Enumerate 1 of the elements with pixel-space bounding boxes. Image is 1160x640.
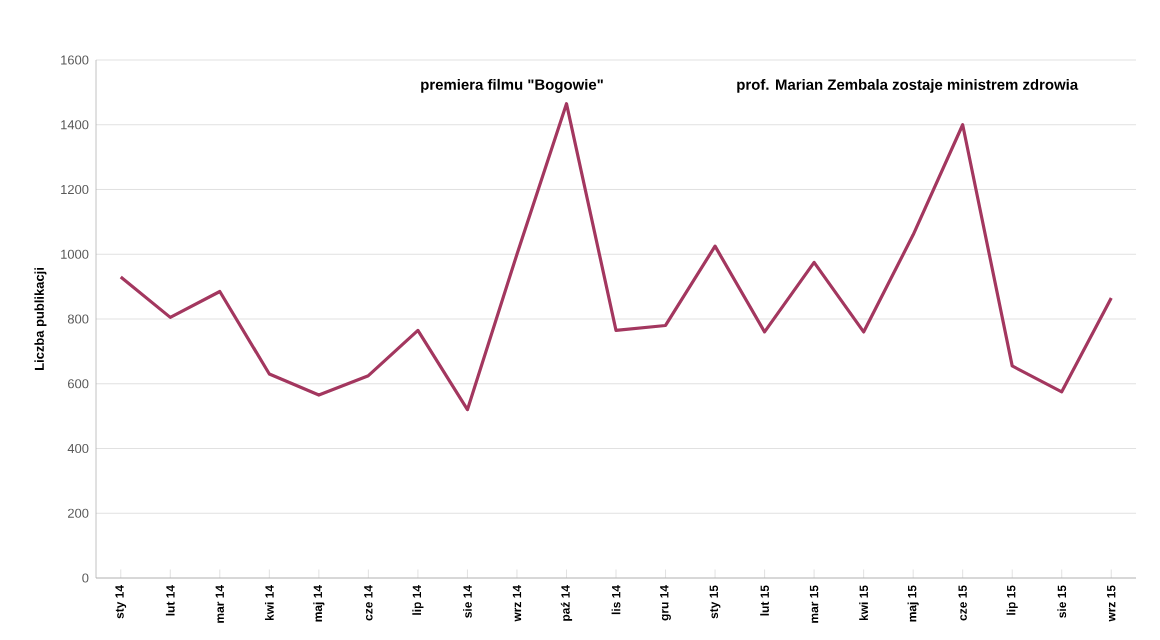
line-series <box>119 102 1113 412</box>
